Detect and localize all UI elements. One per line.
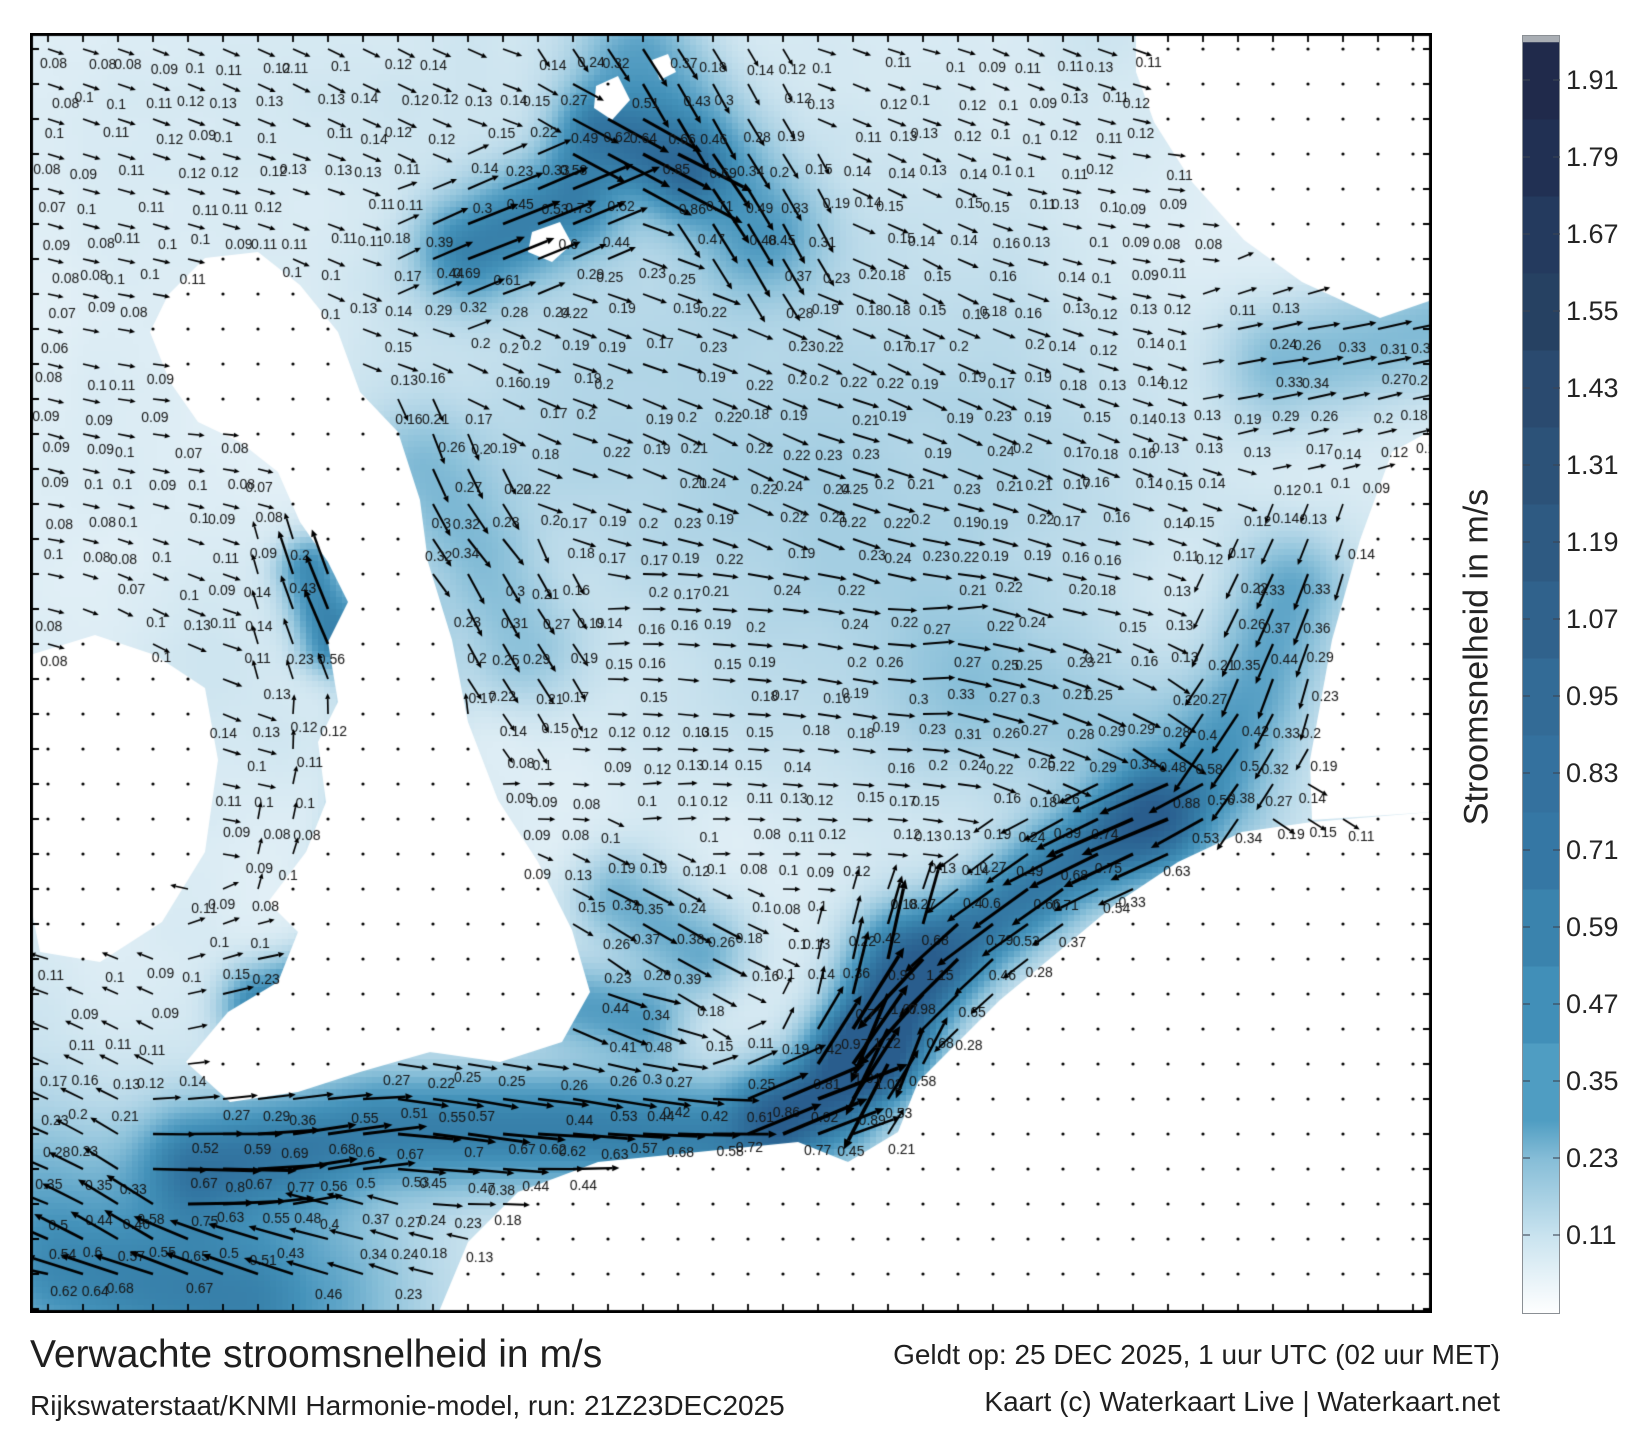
colorbar-tick-mark: [1523, 772, 1530, 774]
current-speed-map: [30, 33, 1432, 1313]
colorbar-tick-label: 0.83: [1566, 758, 1619, 788]
colorbar-tick-mark: [1523, 1157, 1530, 1159]
colorbar-tick-mark: [1523, 1234, 1530, 1236]
colorbar-tick-mark: [1523, 1003, 1530, 1005]
colorbar-tick-mark: [1523, 926, 1530, 928]
colorbar-tick-mark: [1553, 1157, 1560, 1159]
colorbar-tick-mark: [1553, 1003, 1560, 1005]
colorbar-tick-mark: [1553, 310, 1560, 312]
colorbar-tick-mark: [1523, 233, 1530, 235]
colorbar-tick-mark: [1523, 79, 1530, 81]
colorbar-tick-mark: [1553, 1080, 1560, 1082]
colorbar-tick-mark: [1553, 464, 1560, 466]
colorbar-tick-label: 0.95: [1566, 681, 1619, 711]
colorbar-tick-mark: [1553, 849, 1560, 851]
colorbar-tick-label: 1.79: [1566, 142, 1619, 172]
colorbar-tick-mark: [1553, 695, 1560, 697]
model-run-info: Rijkswaterstaat/KNMI Harmonie-model, run…: [30, 1390, 785, 1421]
colorbar-tick-mark: [1523, 618, 1530, 620]
colorbar-tick-mark: [1523, 310, 1530, 312]
colorbar-tick-mark: [1523, 387, 1530, 389]
colorbar-tick-mark: [1553, 387, 1560, 389]
colorbar-tick-label: 1.07: [1566, 604, 1619, 634]
colorbar-tick-mark: [1523, 1080, 1530, 1082]
colorbar-tick-mark: [1553, 1234, 1560, 1236]
colorbar-tick-mark: [1523, 695, 1530, 697]
colorbar-tick-mark: [1523, 849, 1530, 851]
map-credit: Kaart (c) Waterkaart Live | Waterkaart.n…: [984, 1386, 1500, 1417]
colorbar-tick-label: 0.71: [1566, 835, 1619, 865]
colorbar-tick-label: 1.19: [1566, 527, 1619, 557]
figure-title: Verwachte stroomsnelheid in m/s: [30, 1333, 603, 1376]
colorbar-tick-mark: [1553, 772, 1560, 774]
colorbar-tick-mark: [1553, 79, 1560, 81]
colorbar-tick-label: 0.35: [1566, 1066, 1619, 1096]
colorbar-tick-mark: [1523, 541, 1530, 543]
colorbar-tick-label: 1.91: [1566, 65, 1619, 95]
colorbar-tick-label: 1.67: [1566, 219, 1619, 249]
colorbar: [1522, 35, 1560, 1314]
colorbar-tick-label: 0.59: [1566, 912, 1619, 942]
colorbar-tick-label: 1.55: [1566, 296, 1619, 326]
colorbar-tick-label: 0.11: [1566, 1220, 1617, 1250]
colorbar-tick-mark: [1553, 926, 1560, 928]
colorbar-tick-mark: [1523, 156, 1530, 158]
colorbar-tick-mark: [1553, 233, 1560, 235]
colorbar-tick-label: 1.31: [1566, 450, 1619, 480]
colorbar-tick-label: 1.43: [1566, 373, 1619, 403]
colorbar-tick-mark: [1553, 618, 1560, 620]
colorbar-tick-label: 0.23: [1566, 1143, 1619, 1173]
valid-time: Geldt op: 25 DEC 2025, 1 uur UTC (02 uur…: [893, 1339, 1500, 1370]
colorbar-tick-mark: [1523, 464, 1530, 466]
colorbar-axis-label: Stroomsnelheid in m/s: [1457, 488, 1496, 826]
colorbar-tick-mark: [1553, 541, 1560, 543]
colorbar-tick-label: 0.47: [1566, 989, 1619, 1019]
colorbar-tick-mark: [1553, 156, 1560, 158]
